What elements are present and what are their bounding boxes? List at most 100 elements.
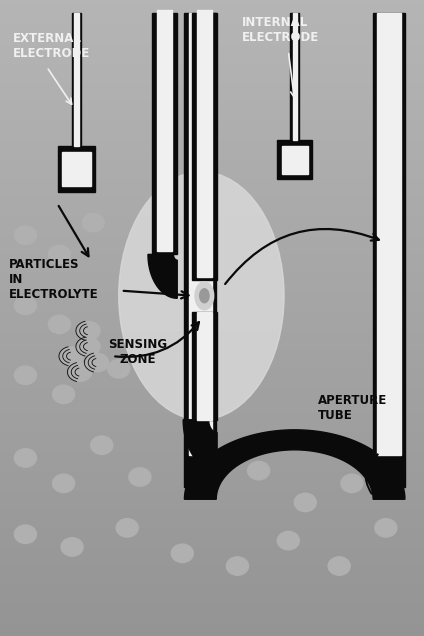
Ellipse shape <box>48 315 70 333</box>
Bar <box>0 241 424 248</box>
Bar <box>0 209 424 216</box>
Ellipse shape <box>375 289 397 308</box>
Bar <box>0 419 424 426</box>
Bar <box>152 13 177 254</box>
Bar <box>0 349 424 356</box>
Bar <box>0 489 424 496</box>
Bar <box>0 305 424 312</box>
Bar <box>0 623 424 630</box>
Bar <box>0 610 424 617</box>
Bar <box>189 13 212 455</box>
Bar <box>277 140 312 179</box>
Bar <box>0 311 424 318</box>
Bar <box>197 312 212 420</box>
Bar <box>0 50 424 57</box>
Text: EXTERNAL
ELECTRODE: EXTERNAL ELECTRODE <box>13 32 90 60</box>
Ellipse shape <box>341 474 363 492</box>
Bar <box>0 152 424 159</box>
Bar <box>0 95 424 102</box>
Ellipse shape <box>375 519 397 537</box>
Bar <box>0 330 424 337</box>
Bar <box>0 324 424 331</box>
Bar <box>0 171 424 178</box>
Bar <box>377 13 401 455</box>
Bar <box>0 120 424 127</box>
Ellipse shape <box>70 363 92 381</box>
Bar <box>0 406 424 413</box>
Ellipse shape <box>82 213 104 232</box>
Bar <box>0 387 424 394</box>
Circle shape <box>195 282 214 310</box>
Bar <box>0 273 424 280</box>
Text: PARTICLES
IN
ELECTROLYTE: PARTICLES IN ELECTROLYTE <box>8 258 98 301</box>
Bar <box>0 31 424 38</box>
Polygon shape <box>183 420 217 471</box>
Bar <box>0 254 424 261</box>
Bar <box>0 457 424 464</box>
Circle shape <box>119 172 284 420</box>
Bar <box>0 432 424 439</box>
Bar <box>0 57 424 64</box>
Bar <box>0 527 424 534</box>
Bar <box>0 190 424 197</box>
Bar <box>282 146 308 174</box>
Text: APERTURE
TUBE: APERTURE TUBE <box>318 394 387 422</box>
Bar <box>0 515 424 522</box>
Bar <box>0 133 424 140</box>
Bar <box>0 438 424 445</box>
Bar <box>0 476 424 483</box>
Ellipse shape <box>78 322 100 340</box>
Bar <box>0 222 424 229</box>
Bar <box>0 578 424 585</box>
Bar <box>72 13 81 146</box>
Bar <box>0 317 424 324</box>
Bar <box>0 343 424 350</box>
Bar <box>0 336 424 343</box>
Bar <box>0 540 424 547</box>
Bar <box>0 553 424 560</box>
Bar <box>0 534 424 541</box>
Bar <box>0 546 424 553</box>
Ellipse shape <box>61 538 83 556</box>
Bar <box>0 464 424 471</box>
Bar <box>0 6 424 13</box>
Ellipse shape <box>171 544 193 562</box>
Bar <box>0 184 424 191</box>
Bar <box>0 197 424 204</box>
Bar <box>0 368 424 375</box>
Ellipse shape <box>14 525 36 543</box>
Bar <box>0 44 424 51</box>
Bar <box>0 508 424 515</box>
Bar <box>0 597 424 604</box>
Bar <box>0 139 424 146</box>
Bar <box>0 495 424 502</box>
Bar <box>0 0 424 6</box>
Bar <box>0 298 424 305</box>
Bar <box>0 69 424 76</box>
Bar <box>0 216 424 223</box>
Bar <box>0 565 424 572</box>
Bar <box>0 266 424 273</box>
Ellipse shape <box>86 354 109 371</box>
Ellipse shape <box>116 519 138 537</box>
Bar <box>0 247 424 254</box>
Bar <box>0 425 424 432</box>
Bar <box>0 88 424 95</box>
Ellipse shape <box>91 436 113 454</box>
Bar <box>0 260 424 267</box>
Bar <box>0 381 424 388</box>
Bar <box>0 451 424 458</box>
Ellipse shape <box>226 557 248 575</box>
Bar <box>0 158 424 165</box>
Text: INTERNAL
ELECTRODE: INTERNAL ELECTRODE <box>242 16 319 44</box>
Polygon shape <box>184 430 405 499</box>
Bar <box>62 152 91 186</box>
Bar <box>0 286 424 293</box>
Ellipse shape <box>14 449 36 467</box>
Ellipse shape <box>14 366 36 384</box>
Ellipse shape <box>14 226 36 244</box>
Bar <box>74 13 79 146</box>
Bar <box>0 228 424 235</box>
Ellipse shape <box>14 296 36 314</box>
Ellipse shape <box>78 337 100 356</box>
